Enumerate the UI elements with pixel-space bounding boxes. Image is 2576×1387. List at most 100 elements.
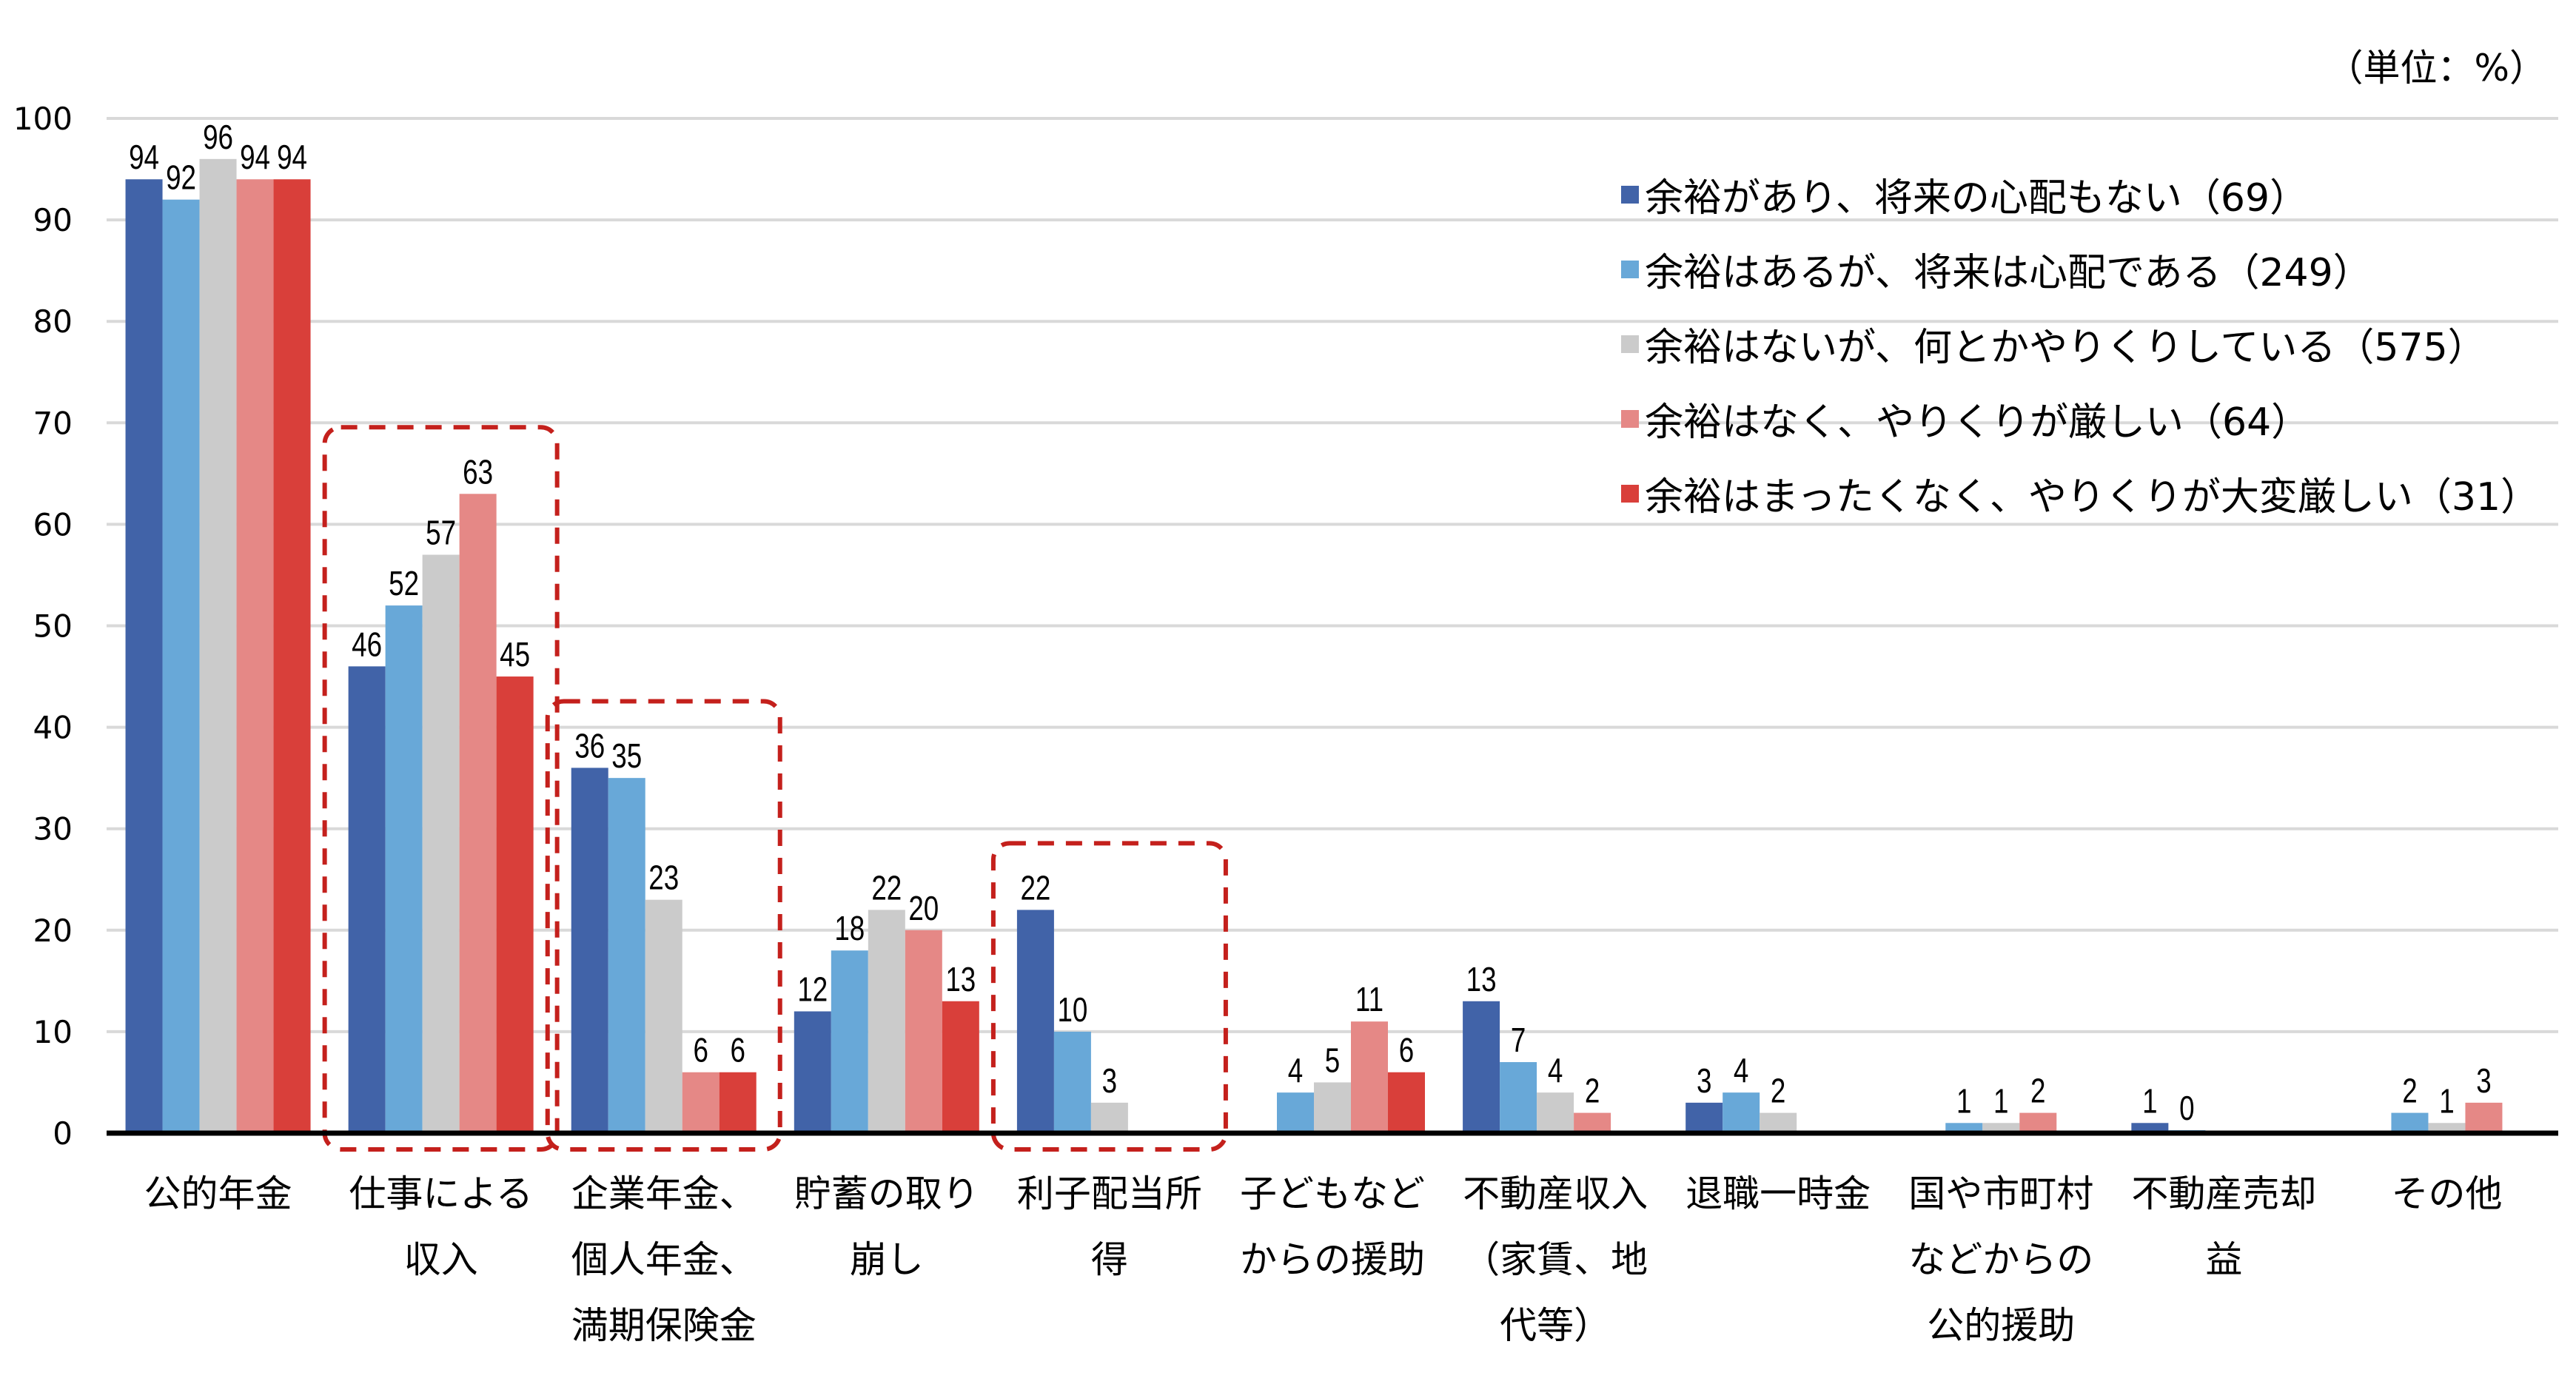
bar xyxy=(273,179,311,1133)
data-label: 36 xyxy=(574,726,605,765)
data-label: 6 xyxy=(1399,1031,1414,1069)
y-tick-label: 90 xyxy=(33,202,73,238)
x-category-label: 個人年金、 xyxy=(571,1238,757,1281)
bar xyxy=(422,554,460,1133)
bar xyxy=(459,494,497,1133)
bar xyxy=(1314,1082,1351,1133)
unit-note: （単位：%） xyxy=(2326,47,2546,90)
y-tick-label: 30 xyxy=(33,811,73,847)
x-category-label: などからの xyxy=(1908,1238,2093,1281)
data-label: 23 xyxy=(648,859,679,897)
bar xyxy=(385,605,423,1133)
bar xyxy=(1463,1001,1500,1133)
bar xyxy=(1500,1062,1537,1133)
bar xyxy=(1723,1092,1760,1133)
legend-item: 余裕はなく、やりくりが厳しい（64） xyxy=(1621,381,2539,456)
legend-label: 余裕があり、将来の心配もない（69） xyxy=(1645,176,2309,221)
data-label: 92 xyxy=(166,158,196,197)
data-label: 20 xyxy=(908,889,939,927)
data-label: 0 xyxy=(2179,1089,2194,1127)
highlight-box xyxy=(322,425,560,1152)
x-category-label: その他 xyxy=(2391,1172,2502,1215)
legend-swatch xyxy=(1621,185,1639,204)
highlight-box xyxy=(990,841,1228,1152)
bar xyxy=(1277,1092,1314,1133)
data-label: 2 xyxy=(2402,1072,2417,1110)
legend-swatch xyxy=(1621,484,1639,503)
legend-item: 余裕はまったくなく、やりくりが大変厳しい（31） xyxy=(1621,456,2539,531)
data-label: 2 xyxy=(2030,1072,2045,1110)
data-label: 2 xyxy=(1771,1072,1785,1110)
data-label: 4 xyxy=(1734,1051,1748,1089)
x-category-label: 国や市町村 xyxy=(1908,1172,2093,1215)
x-category-label: 子どもなど xyxy=(1240,1172,1425,1215)
y-tick-label: 50 xyxy=(33,608,73,645)
data-label: 5 xyxy=(1325,1041,1340,1079)
bar xyxy=(2391,1112,2429,1133)
bar xyxy=(1537,1092,1574,1133)
highlight-box xyxy=(545,699,782,1152)
bar xyxy=(905,930,942,1133)
data-label: 1 xyxy=(1993,1081,2008,1120)
data-label: 1 xyxy=(1956,1081,1971,1120)
bar xyxy=(496,676,534,1133)
data-label: 18 xyxy=(834,909,865,947)
data-label: 4 xyxy=(1288,1051,1303,1089)
x-category-label: 貯蓄の取り xyxy=(794,1172,979,1215)
legend-item: 余裕があり、将来の心配もない（69） xyxy=(1621,157,2539,232)
x-category-label: 退職一時金 xyxy=(1686,1172,1871,1215)
x-category-label: 満期保険金 xyxy=(571,1304,757,1347)
x-category-label: 公的援助 xyxy=(1927,1304,2075,1347)
legend-swatch xyxy=(1621,260,1639,278)
bar xyxy=(125,179,163,1133)
legend-item: 余裕はないが、何とかやりくりしている（575） xyxy=(1621,306,2539,381)
data-label: 10 xyxy=(1057,990,1087,1029)
bar xyxy=(868,910,905,1133)
data-label: 3 xyxy=(1697,1061,1711,1100)
data-label: 35 xyxy=(611,736,642,775)
x-category-label: 公的年金 xyxy=(144,1172,292,1215)
legend-label: 余裕はあるが、将来は心配である（249） xyxy=(1645,251,2372,295)
data-label: 11 xyxy=(1355,980,1383,1018)
y-tick-label: 20 xyxy=(33,913,73,949)
x-category-label: 企業年金、 xyxy=(571,1172,757,1215)
data-label: 13 xyxy=(945,960,976,998)
x-category-label: 不動産収入 xyxy=(1463,1172,1648,1215)
data-label: 1 xyxy=(2439,1081,2454,1120)
legend: 余裕があり、将来の心配もない（69） 余裕はあるが、将来は心配である（249） … xyxy=(1621,157,2539,531)
x-category-label: 益 xyxy=(2205,1238,2242,1281)
data-label: 1 xyxy=(2142,1081,2157,1120)
bar xyxy=(162,199,200,1134)
y-tick-label: 70 xyxy=(33,405,73,441)
data-label: 2 xyxy=(1585,1072,1600,1110)
data-label: 3 xyxy=(2476,1061,2491,1100)
bar xyxy=(1053,1031,1091,1133)
legend-item: 余裕はあるが、将来は心配である（249） xyxy=(1621,232,2539,306)
legend-swatch xyxy=(1621,335,1639,353)
data-label: 45 xyxy=(500,635,530,674)
data-label: 22 xyxy=(1020,868,1050,907)
bar xyxy=(2465,1102,2503,1133)
data-label: 94 xyxy=(277,138,307,176)
data-label: 57 xyxy=(426,514,456,552)
legend-swatch xyxy=(1621,409,1639,428)
data-label: 22 xyxy=(871,868,902,907)
bar xyxy=(1760,1112,1797,1133)
bar xyxy=(2019,1112,2057,1133)
y-tick-label: 40 xyxy=(33,710,73,746)
bar xyxy=(1686,1102,1723,1133)
data-label: 63 xyxy=(463,452,493,491)
bar xyxy=(794,1011,831,1133)
data-label: 6 xyxy=(730,1031,745,1069)
bar xyxy=(571,768,608,1133)
bar xyxy=(831,950,868,1133)
bar xyxy=(1016,910,1054,1133)
data-label: 3 xyxy=(1102,1061,1117,1100)
bar xyxy=(682,1072,720,1133)
data-label: 94 xyxy=(240,138,270,176)
legend-label: 余裕はまったくなく、やりくりが大変厳しい（31） xyxy=(1645,475,2540,520)
bar xyxy=(1388,1072,1425,1133)
x-category-label: （家賃、地 xyxy=(1463,1238,1648,1281)
legend-label: 余裕はないが、何とかやりくりしている（575） xyxy=(1645,326,2486,370)
